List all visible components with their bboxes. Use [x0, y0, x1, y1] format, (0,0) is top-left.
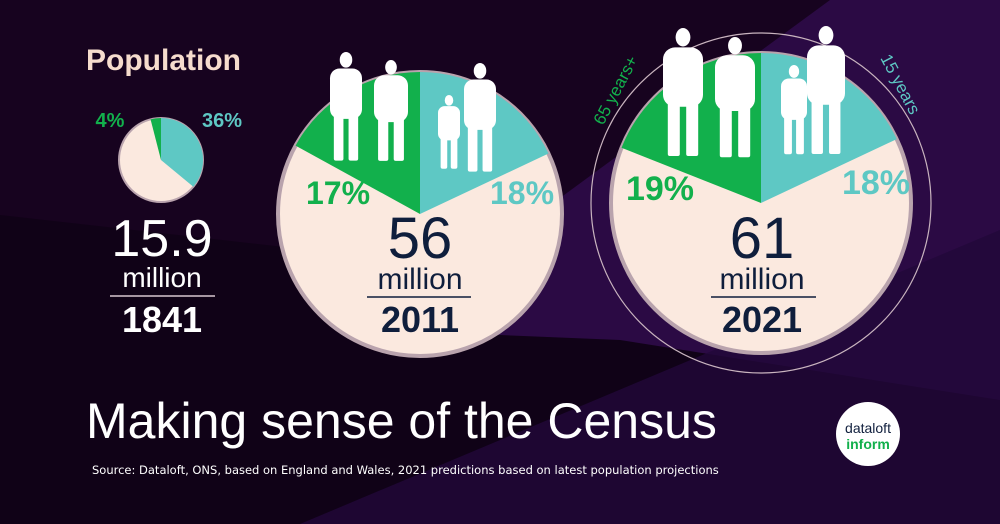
- young-man-icon-leg: [811, 97, 823, 155]
- girl-icon-body: [438, 106, 460, 141]
- elderly-man-icon-leg: [667, 99, 680, 157]
- elderly-woman-icon-leg: [378, 116, 389, 161]
- elderly-man-icon-head: [339, 52, 353, 68]
- elderly-woman-icon-leg: [719, 103, 732, 158]
- pie-2021-total: 61: [730, 206, 795, 271]
- heading: Population: [86, 44, 241, 77]
- young-man-icon-body: [464, 79, 496, 130]
- girl-icon: [438, 95, 460, 169]
- pie-1841: [118, 117, 204, 203]
- girl-icon: [781, 65, 807, 155]
- pie-2021-year: 2021: [722, 299, 802, 340]
- pie-2011-year: 2011: [381, 299, 459, 340]
- pie-1841-older-slice: [150, 118, 161, 160]
- girl-icon-head: [788, 65, 800, 78]
- girl-icon-leg: [450, 136, 458, 169]
- elderly-man-icon: [330, 52, 362, 161]
- young-man-icon-head: [818, 26, 834, 45]
- elderly-woman-icon: [715, 37, 755, 158]
- young-man-icon: [464, 62, 496, 172]
- elderly-woman-icon: [374, 60, 408, 161]
- young-man-icon-body: [807, 45, 845, 105]
- elderly-man-icon-body: [663, 47, 703, 107]
- young-man-icon-leg: [482, 123, 493, 172]
- girl-icon-leg: [796, 114, 804, 155]
- pie-1841-younger-slice: [161, 118, 203, 187]
- elderly-woman-icon-body: [715, 55, 755, 112]
- pie-2021-labels: 19% 18% 61 million 2021: [626, 164, 910, 340]
- elderly-woman-icon-leg: [738, 103, 751, 158]
- young-man-icon-leg: [829, 97, 841, 155]
- logo-line2: inform: [846, 436, 890, 452]
- pie-1841-labels: 4% 36% 15.9 million 1841: [96, 110, 243, 340]
- young-man-icon-leg: [467, 123, 478, 172]
- pie-2011-unit: million: [377, 263, 462, 296]
- girl-icon-leg: [784, 114, 792, 155]
- pie-1841-total: 15.9: [111, 210, 212, 268]
- elderly-man-icon: [663, 28, 703, 157]
- pie-2021-older-label: 19%: [626, 170, 694, 208]
- elderly-man-icon-leg: [333, 112, 344, 161]
- age-legend-ring: [590, 32, 932, 374]
- girl-icon-head: [444, 95, 454, 106]
- girl-icon-leg: [440, 136, 448, 169]
- pie-1841-year: 1841: [122, 299, 202, 340]
- elderly-woman-icon-head: [728, 37, 742, 55]
- dataloft-logo: dataloft inform: [836, 402, 900, 466]
- title: Making sense of the Census: [86, 393, 717, 449]
- pie-2011-older-label: 17%: [306, 175, 370, 211]
- pie-2011-total: 56: [388, 206, 453, 271]
- logo-badge: [836, 402, 900, 466]
- elderly-woman-icon-head: [385, 60, 397, 75]
- pie-1841-unit: million: [122, 262, 201, 293]
- elderly-man-icon-leg: [348, 112, 359, 161]
- girl-icon-body: [781, 78, 807, 120]
- elderly-man-icon-head: [675, 28, 691, 47]
- pie-2021-unit: million: [719, 263, 804, 296]
- young-man-icon-head: [473, 62, 487, 79]
- pie-2011-labels: 17% 18% 56 million 2011: [306, 175, 554, 340]
- elderly-man-icon-leg: [686, 99, 699, 157]
- source-note: Source: Dataloft, ONS, based on England …: [92, 463, 719, 477]
- elderly-man-icon-body: [330, 68, 362, 119]
- young-man-icon: [807, 26, 845, 155]
- elderly-woman-icon-body: [374, 75, 408, 123]
- pie-2011-younger-label: 18%: [490, 175, 554, 211]
- elderly-woman-icon-leg: [393, 116, 404, 161]
- pie-1841-older-label: 4%: [96, 110, 125, 132]
- logo-line1: dataloft: [845, 420, 891, 436]
- pie-2021-younger-label: 18%: [842, 164, 910, 202]
- pie-1841-younger-label: 36%: [202, 110, 242, 132]
